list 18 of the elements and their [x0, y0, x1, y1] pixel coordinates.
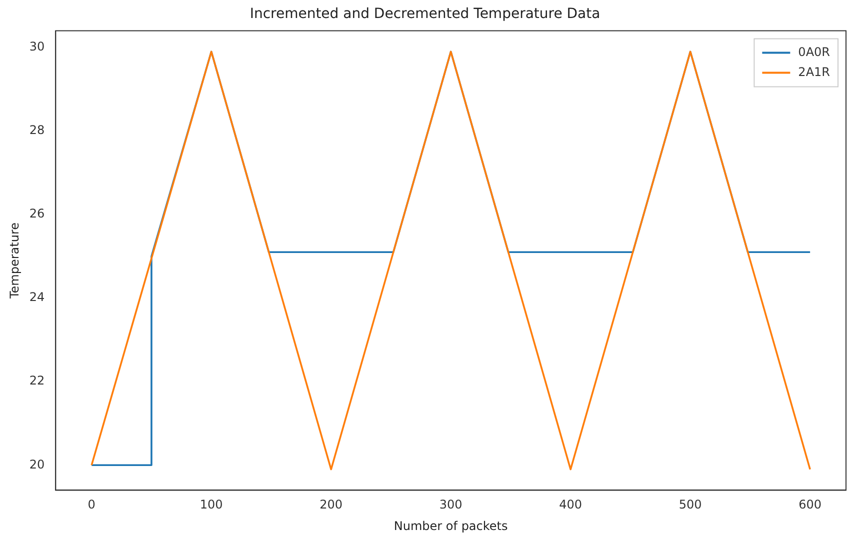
y-tick-label: 20 — [29, 457, 45, 472]
x-tick-label: 200 — [320, 498, 343, 512]
x-tick-label: 500 — [678, 498, 702, 512]
chart-title: Incremented and Decremented Temperature Data — [250, 6, 600, 22]
x-tick-label: 0 — [88, 498, 96, 512]
x-tick-label: 600 — [798, 498, 822, 512]
legend-label: 0A0R — [798, 44, 830, 59]
y-tick-label: 24 — [29, 290, 45, 304]
x-axis-title: Number of packets — [394, 518, 508, 533]
y-axis-title: Temperature — [7, 222, 22, 300]
y-tick-label: 26 — [29, 206, 45, 221]
y-tick-label: 28 — [29, 123, 45, 138]
x-tick-label: 400 — [559, 498, 582, 512]
x-tick-label: 100 — [200, 498, 223, 512]
y-tick-label: 30 — [29, 40, 45, 54]
x-tick-label: 300 — [439, 498, 462, 512]
y-tick-label: 22 — [29, 374, 45, 388]
legend-label: 2A1R — [798, 64, 830, 79]
